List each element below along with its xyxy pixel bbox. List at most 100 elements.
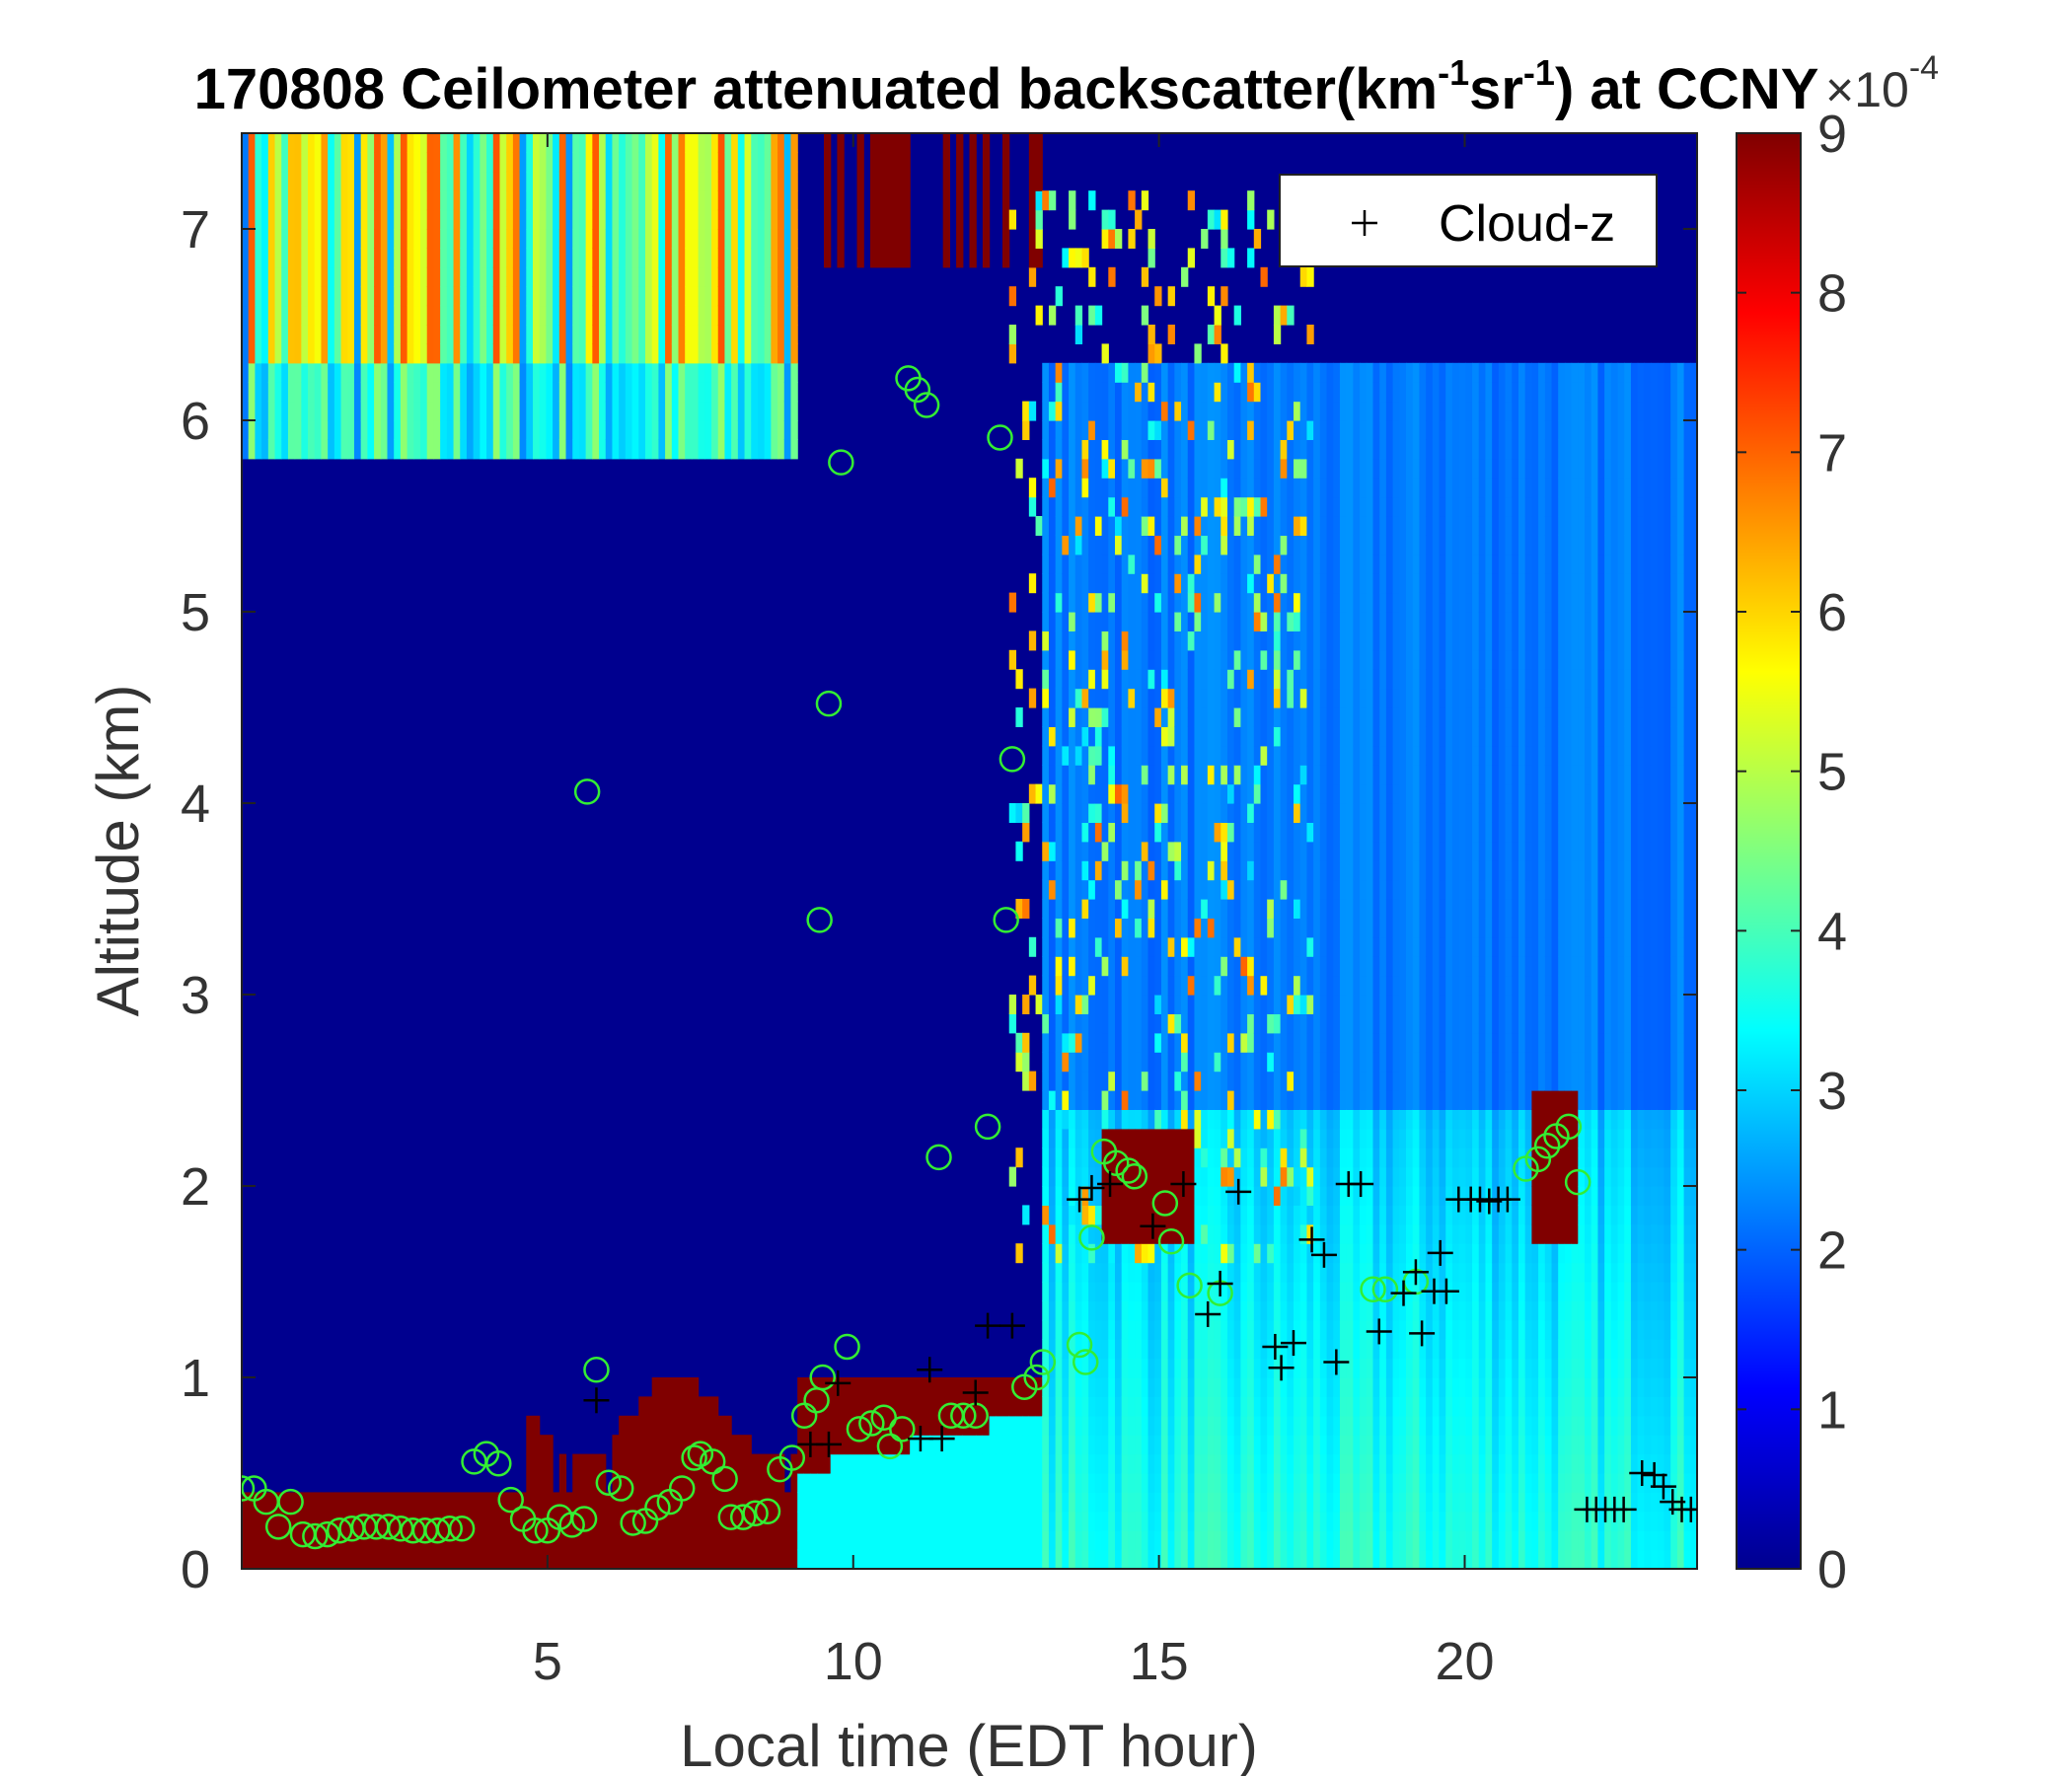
- heatmap-cell: [519, 305, 527, 326]
- heatmap-cell: [1247, 1377, 1255, 1397]
- heatmap-cell: [1260, 592, 1268, 613]
- heatmap-cell: [1062, 478, 1070, 498]
- heatmap-cell: [844, 1396, 851, 1417]
- heatmap-cell: [267, 1511, 276, 1531]
- heatmap-cell: [1207, 783, 1216, 804]
- heatmap-cell: [1128, 726, 1136, 747]
- heatmap-cell: [314, 305, 323, 326]
- heatmap-cell: [1121, 649, 1129, 670]
- heatmap-cell: [678, 325, 686, 344]
- heatmap-cell: [1135, 535, 1143, 555]
- heatmap-cell: [711, 1511, 719, 1531]
- heatmap-cell: [433, 266, 441, 287]
- heatmap-cell: [1094, 669, 1103, 690]
- heatmap-cell: [1160, 1223, 1169, 1244]
- heatmap-cell: [1221, 343, 1228, 364]
- heatmap-cell: [255, 133, 262, 153]
- heatmap-cell: [605, 1492, 614, 1513]
- heatmap-cell: [1214, 726, 1221, 747]
- heatmap-cell: [1267, 1415, 1275, 1436]
- heatmap-cell: [1201, 688, 1209, 708]
- heatmap-cell: [665, 229, 673, 249]
- heatmap-cell: [1108, 592, 1116, 613]
- heatmap-cell: [407, 362, 414, 383]
- heatmap-cell: [353, 286, 362, 307]
- heatmap-cell: [558, 1549, 567, 1569]
- heatmap-cell: [281, 305, 289, 326]
- heatmap-cell: [413, 420, 421, 440]
- heatmap-cell: [1147, 707, 1155, 727]
- heatmap-cell: [512, 343, 521, 364]
- heatmap-cell: [261, 325, 269, 344]
- heatmap-cell: [1141, 783, 1149, 804]
- heatmap-cell: [267, 266, 276, 287]
- heatmap-cell: [314, 1511, 323, 1531]
- heatmap-cell: [1247, 516, 1255, 536]
- heatmap-cell: [1247, 630, 1255, 651]
- heatmap-cell: [1221, 1071, 1228, 1091]
- heatmap-cell: [678, 1530, 686, 1551]
- heatmap-cell: [420, 401, 428, 421]
- heatmap-cell: [1273, 592, 1282, 613]
- heatmap-cell: [949, 1473, 957, 1493]
- heatmap-cell: [519, 401, 527, 421]
- heatmap-cell: [1147, 458, 1155, 479]
- heatmap-cell: [1247, 1358, 1255, 1378]
- heatmap-cell: [585, 1530, 593, 1551]
- heatmap-cell: [1121, 1415, 1129, 1436]
- heatmap-cell: [1081, 420, 1089, 440]
- heatmap-cell: [691, 1530, 700, 1551]
- heatmap-cell: [1028, 190, 1037, 211]
- heatmap-cell: [751, 1549, 759, 1569]
- heatmap-cell: [783, 420, 792, 440]
- heatmap-cell: [281, 266, 289, 287]
- heatmap-cell: [1088, 956, 1096, 977]
- heatmap-cell: [956, 152, 964, 173]
- heatmap-cell: [314, 420, 323, 440]
- heatmap-cell: [1135, 630, 1143, 651]
- heatmap-cell: [1287, 1396, 1295, 1417]
- heatmap-cell: [1074, 1339, 1083, 1360]
- heatmap-cell: [1181, 478, 1189, 498]
- heatmap-cell: [1287, 1435, 1295, 1455]
- heatmap-cell: [394, 152, 402, 173]
- heatmap-cell: [255, 325, 262, 344]
- heatmap-cell: [1048, 1377, 1057, 1397]
- heatmap-cell: [678, 190, 686, 211]
- heatmap-cell: [1048, 1223, 1057, 1244]
- heatmap-cell: [1294, 1549, 1301, 1569]
- heatmap-cell: [242, 439, 250, 460]
- heatmap-cell: [1253, 649, 1262, 670]
- heatmap-cell: [1154, 458, 1162, 479]
- heatmap-cell: [1108, 458, 1116, 479]
- heatmap-cell: [1147, 1147, 1155, 1168]
- heatmap-cell: [1115, 1358, 1123, 1378]
- heatmap-cell: [1088, 822, 1096, 843]
- heatmap-cell: [1147, 1243, 1155, 1264]
- heatmap-cell: [380, 209, 389, 230]
- heatmap-cell: [1260, 420, 1268, 440]
- heatmap-cell: [301, 152, 309, 173]
- heatmap-cell: [1247, 1453, 1255, 1474]
- heatmap-cell: [453, 248, 461, 268]
- heatmap-cell: [1121, 1032, 1129, 1053]
- heatmap-cell: [578, 382, 587, 403]
- heatmap-cell: [287, 171, 296, 191]
- heatmap-cell: [1240, 630, 1248, 651]
- heatmap-cell: [1167, 420, 1175, 440]
- heatmap-cell: [380, 266, 389, 287]
- heatmap-cell: [512, 171, 521, 191]
- heatmap-cell: [619, 171, 627, 191]
- heatmap-cell: [1187, 1013, 1196, 1034]
- heatmap-cell: [619, 305, 627, 326]
- heatmap-cell: [1273, 1473, 1282, 1493]
- heatmap-cell: [1069, 1243, 1076, 1264]
- heatmap-cell: [1160, 362, 1169, 383]
- heatmap-cell: [1287, 1128, 1295, 1148]
- heatmap-cell: [512, 325, 521, 344]
- heatmap-cell: [1074, 1358, 1083, 1378]
- heatmap-cell: [824, 190, 832, 211]
- heatmap-cell: [321, 229, 329, 249]
- heatmap-cell: [619, 248, 627, 268]
- heatmap-cell: [585, 439, 593, 460]
